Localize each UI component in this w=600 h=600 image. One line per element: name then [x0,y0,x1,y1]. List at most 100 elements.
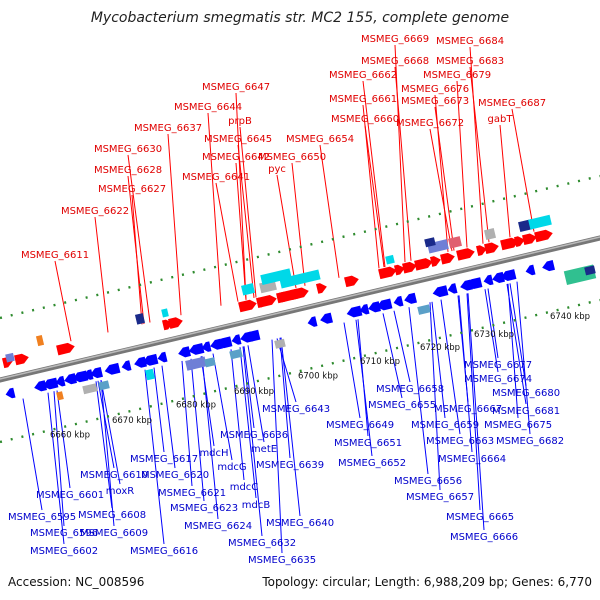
reverse-gene-arrow-shape [188,343,205,355]
reverse-gene-arrow-shape [492,271,505,284]
callout-line-reverse [247,345,265,443]
feature-box [584,265,596,276]
reverse-gene-arrow [231,334,242,345]
gene-label-reverse: mdcG [217,462,246,473]
reverse-gene-arrow-shape [42,377,59,390]
forward-gene-arrow-shape [168,317,183,329]
gene-label-forward: MSMEG_6647 [202,82,270,93]
callout-line-forward [239,126,257,298]
callout-line-reverse [343,322,361,419]
reverse-gene-arrow [42,377,59,390]
reverse-gene-arrow [492,271,505,284]
gene-label-forward: MSMEG_6630 [94,144,162,155]
callout-line-forward [364,124,385,268]
reverse-gene-arrow [104,362,121,375]
kbp-tick-label: 6720 kbp [420,343,460,353]
forward-gene-arrow [456,248,475,261]
reverse-gene-arrow-shape [34,380,47,392]
gene-label-reverse: MSMEG_6610 [80,470,148,481]
forward-gene-arrow [344,275,359,288]
forward-gene-arrow-shape [475,245,487,256]
forward-gene-arrow [534,229,553,243]
reverse-gene-arrow-shape [466,277,483,290]
gene-label-reverse: MSMEG_6651 [334,438,402,449]
reverse-gene-arrow-shape [346,305,363,318]
gene-label-reverse: MSMEG_6617 [130,454,198,465]
feature-box [279,269,321,289]
callout-line-forward [499,124,511,238]
gene-label-reverse: MSMEG_6680 [492,388,560,399]
callout-line-reverse [56,390,71,489]
reverse-gene-arrow [447,283,458,294]
reverse-gene-arrow-shape [359,303,370,315]
reverse-gene-arrow [134,356,147,368]
callout-line-reverse [516,281,531,435]
reverse-gene-arrow-shape [90,367,103,379]
gene-label-forward: MSMEG_6641 [182,172,250,183]
gene-label-reverse: MSMEG_6655 [368,400,436,411]
callout-line-forward [291,162,306,286]
callout-line-reverse [279,337,291,459]
gene-label-reverse: MSMEG_6677 [464,360,532,371]
feature-box [483,228,497,241]
callout-line-forward [235,92,247,300]
callout-line-forward [235,162,247,300]
gene-label-reverse: MSMEG_6656 [394,476,462,487]
reverse-gene-arrow [525,264,536,276]
reverse-gene-arrow [346,305,363,318]
reverse-gene-arrow-shape [432,285,449,298]
callout-line-forward [456,80,468,248]
reverse-gene-arrow-shape [55,375,66,387]
forward-gene-arrow-shape [344,275,359,288]
feature-box-shape [424,237,436,248]
callout-line-reverse [53,391,65,527]
callout-line-reverse [212,353,233,461]
callout-line-reverse [47,392,65,545]
callout-line-reverse [271,339,283,554]
forward-gene-arrow [440,252,455,265]
gene-label-reverse: MSMEG_6682 [496,436,564,447]
reverse-gene-arrow-shape [525,264,536,276]
feature-box [35,334,45,347]
reverse-gene-arrow [404,292,417,304]
feature-box-shape [98,380,110,391]
reverse-gene-arrow [466,277,483,290]
gene-label-reverse: MSMEG_6674 [464,374,532,385]
callout-line-reverse [230,349,245,481]
feature-box-shape [483,228,497,241]
reverse-gene-arrow [90,367,103,379]
callout-line-reverse [466,293,481,511]
gene-label-forward: MSMEG_6669 [361,34,429,45]
forward-gene-arrow-shape [534,229,553,243]
forward-gene-arrow-shape [440,252,455,265]
gene-label-forward: MSMEG_6650 [258,152,326,163]
feature-box [185,356,207,371]
forward-gene-arrow-shape [484,242,499,255]
reverse-gene-arrow-shape [483,274,494,286]
reverse-gene-arrow [500,269,517,281]
reverse-gene-arrow-shape [231,334,242,345]
callout-line-reverse [190,358,205,502]
accession-text: Accession: NC_008596 [8,575,144,589]
kbp-tick-label: 6670 kbp [112,416,152,426]
gene-label-reverse: MSMEG_6667 [434,404,502,415]
feature-box [144,368,156,381]
callout-line-reverse [22,398,43,511]
gene-label-reverse: mdcB [242,500,271,511]
gene-label-reverse: MSMEG_6620 [141,470,209,481]
gene-label-forward: MSMEG_6645 [204,134,272,145]
forward-gene-arrow-shape [14,353,29,366]
gene-label-forward: MSMEG_6683 [436,56,504,67]
reverse-gene-arrow-shape [500,269,517,281]
callout-line-forward [215,182,239,302]
forward-gene-arrow-shape [522,233,537,246]
lower-tick-track [0,298,600,444]
gene-label-forward: MSMEG_6660 [331,114,399,125]
forward-gene-arrow-shape [414,258,433,271]
reverse-gene-arrow [5,387,16,399]
callout-line-reverse [507,283,519,419]
forward-gene-arrow [315,283,327,294]
forward-gene-arrow-shape [279,288,304,303]
feature-box [260,268,292,286]
callout-line-reverse [97,380,115,469]
